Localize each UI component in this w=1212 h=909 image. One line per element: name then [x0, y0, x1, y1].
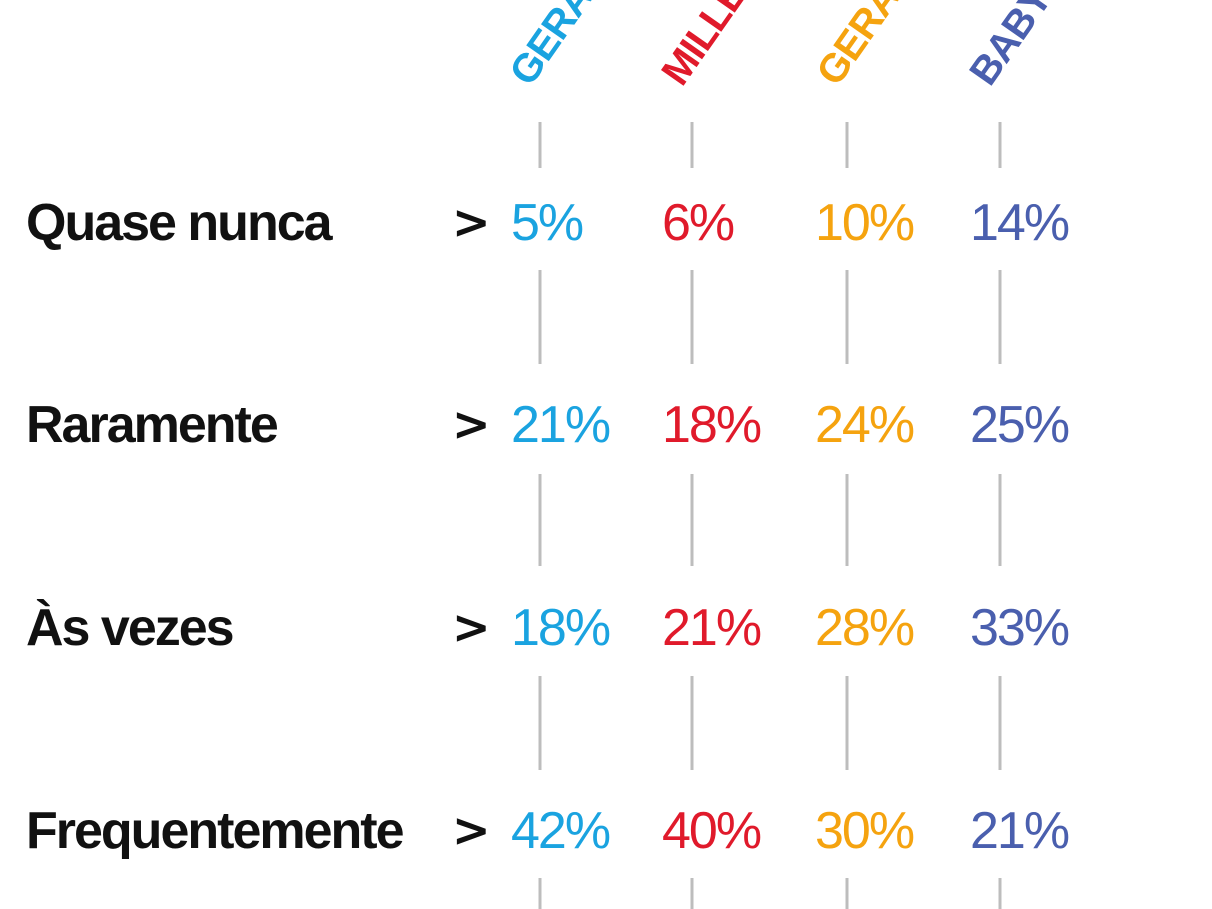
cell-value-geracao-z: 5%: [511, 194, 583, 252]
row-label: Às vezes: [26, 599, 233, 657]
row-arrow-icon: >: [452, 397, 491, 451]
column-header-millennials: MILLENNIALS: [653, 0, 837, 93]
cell-value-geracao-z: 18%: [511, 599, 610, 657]
cell-value-geracao-x: 10%: [815, 194, 914, 252]
row-arrow-icon: >: [452, 195, 491, 249]
row-label: Quase nunca: [26, 194, 334, 252]
table-row: Frequentemente >42% 40% 30% 21%: [26, 802, 1071, 860]
row-arrow-icon: >: [452, 803, 491, 857]
cell-value-baby-boomers: 14%: [970, 194, 1069, 252]
cell-value-millennials: 21%: [662, 599, 761, 657]
table-row: Raramente >21% 18% 24% 25%: [26, 396, 1071, 454]
cell-value-baby-boomers: 25%: [970, 396, 1069, 454]
table-row: Quase nunca >5% 6% 10% 14%: [26, 194, 1071, 252]
cell-value-millennials: 40%: [662, 802, 761, 860]
table-row: Às vezes >18% 21% 28% 33%: [26, 599, 1071, 657]
table-rows: Quase nunca >5% 6% 10% 14% Raramente >21% 18% 24…: [26, 194, 1071, 860]
cell-value-geracao-x: 30%: [815, 802, 914, 860]
cell-value-geracao-z: 21%: [511, 396, 610, 454]
column-headers: GERAÇÃO ZMILLENNIALSGERAÇÃO XBABY BOOMER…: [500, 0, 1180, 93]
cell-value-geracao-x: 24%: [815, 396, 914, 454]
cell-value-geracao-z: 42%: [511, 802, 610, 860]
cell-value-millennials: 6%: [662, 194, 734, 252]
row-label: Frequentemente: [26, 802, 404, 860]
row-arrow-icon: >: [452, 600, 491, 654]
column-connector-lines: [538, 122, 1002, 909]
cell-value-millennials: 18%: [662, 396, 761, 454]
column-header-geracao-z: GERAÇÃO Z: [500, 0, 671, 93]
cell-value-geracao-x: 28%: [815, 599, 914, 657]
row-label: Raramente: [26, 396, 278, 454]
column-header-geracao-x: GERAÇÃO X: [807, 0, 979, 93]
column-header-baby-boomers: BABY BOOMERS: [961, 0, 1180, 93]
cell-value-baby-boomers: 33%: [970, 599, 1069, 657]
cell-value-baby-boomers: 21%: [970, 802, 1069, 860]
